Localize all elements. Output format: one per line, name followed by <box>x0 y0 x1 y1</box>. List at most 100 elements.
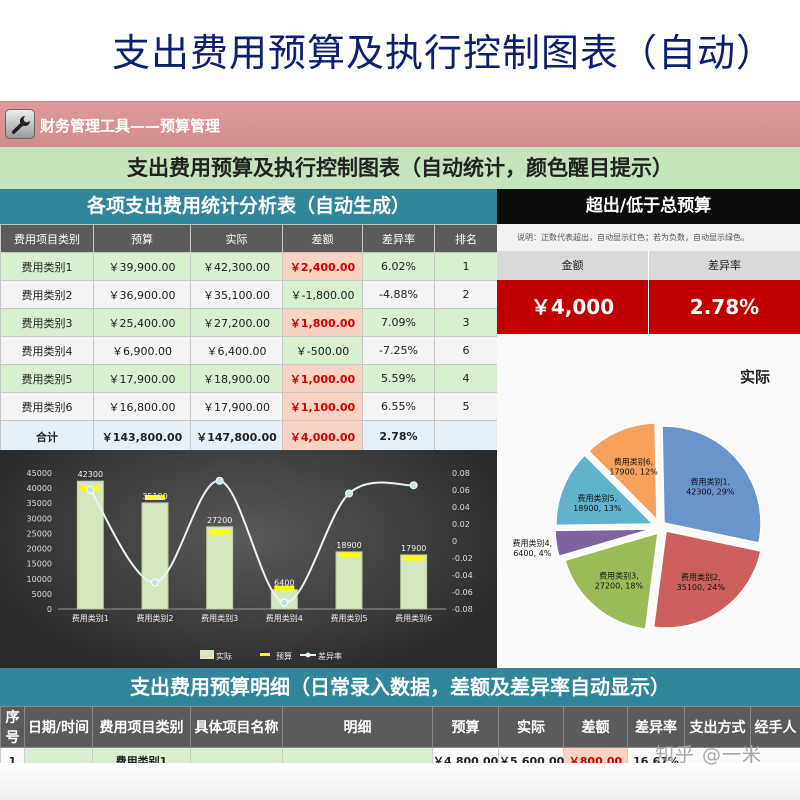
pie-slice <box>555 454 655 527</box>
stats-header-row: 费用项目类别 预算 实际 差额 差异率 排名 <box>0 224 498 253</box>
cell-budget: ￥36,900.00 <box>93 280 191 309</box>
pie-label: 27200, 18% <box>595 582 644 591</box>
rate-point <box>215 476 224 485</box>
y-tick-label: 15000 <box>27 560 52 569</box>
detail-col-4: 明细 <box>282 706 433 748</box>
data-label: 35100 <box>142 492 167 501</box>
cell-rate: 7.09% <box>362 308 435 337</box>
app-bar: 财务管理工具——预算管理 <box>0 101 800 147</box>
rate-point <box>86 485 95 494</box>
cell-cat: 费用类别2 <box>0 280 94 309</box>
y2-tick-label: -0.08 <box>452 605 473 614</box>
table-row: 费用类别5 ￥17,900.00 ￥18,900.00 ￥1,000.00 5.59% 4 <box>0 364 498 393</box>
y-tick-label: 0 <box>47 605 52 614</box>
summary-note: 说明：正数代表超出，自动显示红色；若为负数，自动显示绿色。 <box>497 224 800 251</box>
y-tick-label: 40000 <box>27 484 52 493</box>
cell-rate: 6.55% <box>362 392 435 421</box>
total-diff: ￥4,000.00 <box>282 420 363 453</box>
cell-actual: ￥17,900.00 <box>190 392 283 421</box>
y2-tick-label: -0.02 <box>452 554 473 563</box>
cell-budget: ￥17,900.00 <box>93 364 191 393</box>
cell-actual: ￥27,200.00 <box>190 308 283 337</box>
y-tick-label: 25000 <box>27 529 52 538</box>
pie-label: 6400, 4% <box>513 549 552 558</box>
pie-chart-panel: 实际 费用类别1, 42300, 29% 费用类别2, 35100, 24% 费用类别3,… <box>497 334 800 668</box>
data-label: 17900 <box>401 544 426 553</box>
main-title: 支出费用预算及执行控制图表（自动统计，颜色醒目提示） <box>127 156 673 180</box>
y2-tick-label: 0.04 <box>452 503 470 512</box>
detail-col-2: 费用项目类别 <box>92 706 191 748</box>
y-tick-label: 5000 <box>32 590 52 599</box>
table-row: 费用类别4 ￥6,900.00 ￥6,400.00 ￥-500.00 -7.25% 6 <box>0 336 498 365</box>
watermark: 知乎 @一米 <box>655 744 763 766</box>
cell-diff: ￥-500.00 <box>282 336 363 365</box>
rate-point <box>409 481 418 490</box>
pie-slice <box>587 422 658 522</box>
budget-marker <box>145 494 165 500</box>
cell-budget: ￥39,900.00 <box>93 252 191 281</box>
combo-chart-panel: 45000 40000 35000 30000 25000 20000 15000 10000… <box>0 450 497 668</box>
cell-budget: ￥16,800.00 <box>93 392 191 421</box>
y2-tick-label: -0.06 <box>452 588 473 597</box>
data-label: 18900 <box>336 541 361 550</box>
y-tick-label: 30000 <box>27 514 52 523</box>
legend-label: 差异率 <box>318 651 342 661</box>
total-cat: 合计 <box>0 420 94 453</box>
col-rate: 差异率 <box>362 224 435 253</box>
cell-rank: 5 <box>434 392 498 421</box>
legend-swatch <box>200 650 214 659</box>
bar-actual <box>141 502 169 610</box>
detail-section-header: 支出费用预算明细（日常录入数据，差额及差异率自动显示） <box>0 668 800 706</box>
detail-col-3: 具体项目名称 <box>190 706 283 748</box>
bar-actual <box>400 554 428 610</box>
pie-slice <box>554 528 653 558</box>
legend-swatch <box>260 653 270 656</box>
legend-label: 实际 <box>216 651 232 661</box>
detail-col-1: 日期/时间 <box>24 706 93 748</box>
y-tick-label: 10000 <box>27 575 52 584</box>
col-rank: 排名 <box>434 224 498 253</box>
cell-rate: -4.88% <box>362 280 435 309</box>
y2-tick-label: 0 <box>452 537 457 546</box>
cell-rank: 1 <box>434 252 498 281</box>
pie-slice <box>564 531 659 631</box>
table-row: 费用类别3 ￥25,400.00 ￥27,200.00 ￥1,800.00 7.09% 3 <box>0 308 498 337</box>
col-actual: 实际 <box>190 224 283 253</box>
cell-budget: ￥6,900.00 <box>93 336 191 365</box>
y-tick-label: 20000 <box>27 545 52 554</box>
rate-point <box>151 578 159 587</box>
detail-col-6: 实际 <box>498 706 564 748</box>
pie-label: 费用类别4, <box>512 538 552 548</box>
cell-rate: 6.02% <box>362 252 435 281</box>
summary-header: 超出/低于总预算 <box>497 189 800 224</box>
cell-rank: 3 <box>434 308 498 337</box>
legend-swatch <box>305 652 311 658</box>
amount-label: 金额 <box>497 251 648 280</box>
stats-table-title: 各项支出费用统计分析表（自动生成） <box>86 195 410 217</box>
y-tick-label: 35000 <box>27 499 52 508</box>
pie-label: 费用类别3, <box>599 571 639 581</box>
pie-title: 实际 <box>740 368 770 386</box>
cell-rank: 6 <box>434 336 498 365</box>
total-rate: 2.78% <box>362 420 435 453</box>
pie-label: 费用类别1, <box>690 477 730 487</box>
detail-section-title: 支出费用预算明细（日常录入数据，差额及差异率自动显示） <box>130 675 670 699</box>
cell-diff: ￥-1,800.00 <box>282 280 363 309</box>
pie-label: 35100, 24% <box>677 583 726 592</box>
cell-cat: 费用类别3 <box>0 308 94 337</box>
detail-col-7: 差额 <box>563 706 628 748</box>
rate-label: 差异率 <box>648 251 800 280</box>
rate-line <box>89 479 414 604</box>
pie-label: 42300, 29% <box>686 488 735 497</box>
wrench-icon[interactable] <box>5 109 35 139</box>
summary-metric-values: ￥4,000 2.78% <box>497 280 800 334</box>
amount-value: ￥4,000 <box>497 280 648 334</box>
total-budget: ￥143,800.00 <box>93 420 191 453</box>
pie-slice <box>652 530 762 629</box>
rate-value: 2.78% <box>648 280 800 334</box>
detail-col-5: 预算 <box>432 706 499 748</box>
stats-table: 费用项目类别 预算 实际 差额 差异率 排名 费用类别1 ￥39,900.00 ￥4… <box>0 224 498 453</box>
detail-col-10: 经手人 <box>750 706 800 748</box>
category-label: 费用类别6 <box>395 613 432 623</box>
stats-table-header: 各项支出费用统计分析表（自动生成） <box>0 189 497 224</box>
